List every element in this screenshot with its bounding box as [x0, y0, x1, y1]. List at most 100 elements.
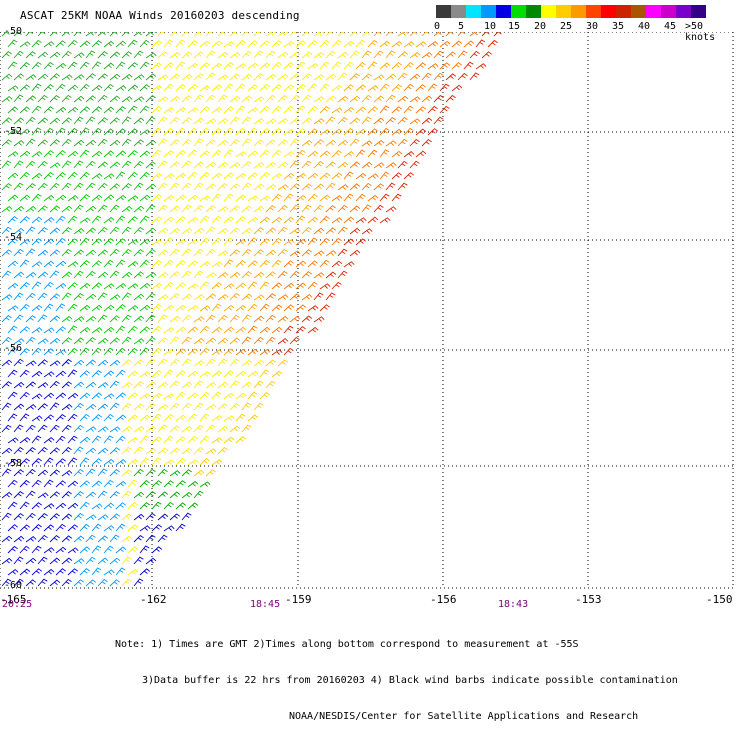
wind-barb	[175, 391, 186, 400]
wind-barb	[355, 172, 367, 180]
wind-barb	[157, 32, 166, 37]
wind-barb	[307, 150, 319, 158]
lat-label: -58	[4, 458, 23, 469]
wind-barb	[97, 490, 108, 499]
wind-barb	[61, 337, 72, 345]
wind-barb	[205, 314, 216, 323]
wind-barb	[343, 261, 355, 268]
wind-barb	[79, 546, 91, 554]
wind-barb	[235, 436, 246, 444]
wind-barb	[145, 32, 157, 37]
wind-barb	[313, 52, 325, 59]
wind-barb	[85, 95, 97, 103]
wind-barb	[73, 468, 84, 477]
wind-barb	[139, 347, 150, 356]
legend-swatch	[676, 5, 691, 18]
wind-barb	[169, 315, 181, 323]
wind-barb	[289, 117, 301, 125]
wind-barb	[139, 39, 150, 48]
wind-barb	[277, 226, 288, 235]
legend-swatch	[511, 5, 526, 18]
wind-barb	[211, 62, 223, 70]
legend-labels: 0 5 10 15 20 25 30 35 40 45 >50 knots	[434, 21, 736, 43]
wind-barb	[67, 106, 79, 114]
wind-barb	[241, 271, 252, 279]
wind-barb	[67, 195, 79, 202]
wind-barb	[19, 128, 31, 136]
wind-barb	[265, 118, 277, 125]
wind-barb	[271, 61, 282, 70]
wind-barb	[313, 250, 325, 257]
wind-barb	[67, 547, 79, 554]
wind-barb	[247, 62, 259, 70]
wind-barb	[115, 85, 127, 92]
wind-barb	[115, 435, 126, 444]
wind-barb	[85, 160, 96, 169]
wind-barb	[349, 138, 360, 147]
wind-barb	[79, 501, 90, 510]
wind-barb	[241, 205, 253, 213]
wind-barb	[85, 315, 97, 323]
wind-barb	[19, 437, 31, 444]
wind-barb	[25, 32, 34, 37]
wind-barb	[349, 249, 361, 257]
wind-barb	[349, 32, 361, 37]
wind-barb	[169, 380, 180, 389]
wind-barb	[61, 182, 72, 191]
wind-barb	[193, 32, 205, 37]
wind-barb	[283, 260, 294, 268]
wind-barb	[163, 107, 175, 114]
wind-barb	[421, 72, 432, 81]
wind-barb	[229, 425, 241, 433]
wind-barb	[43, 348, 55, 356]
wind-barb	[7, 85, 19, 92]
wind-barb	[301, 32, 312, 37]
wind-barb	[295, 282, 307, 290]
wind-barb	[259, 128, 270, 136]
wind-barb	[301, 183, 313, 191]
wind-barb	[43, 84, 54, 92]
wind-barb	[91, 215, 102, 224]
wind-barb	[91, 260, 103, 268]
wind-barb	[115, 414, 127, 422]
wind-barb	[1, 206, 13, 213]
wind-barb	[157, 447, 169, 455]
wind-barb	[25, 205, 37, 213]
wind-barb	[211, 193, 222, 202]
wind-barb	[283, 41, 295, 48]
wind-barb	[373, 95, 385, 103]
wind-barb	[205, 94, 216, 103]
wind-barb	[211, 261, 223, 268]
wind-barb	[205, 183, 217, 191]
wind-barb	[235, 304, 247, 312]
wind-barb	[241, 314, 252, 323]
wind-barb	[91, 194, 103, 202]
wind-barb	[79, 436, 91, 444]
wind-barb	[313, 316, 325, 323]
wind-barb	[115, 325, 126, 334]
wind-barb	[283, 62, 294, 70]
wind-barb	[457, 72, 468, 81]
wind-barb	[49, 535, 60, 543]
wind-barb	[31, 172, 43, 180]
wind-barb	[31, 347, 42, 356]
wind-barb	[151, 436, 163, 444]
wind-barb	[223, 348, 235, 356]
wind-barb	[175, 326, 187, 334]
wind-barb	[415, 128, 427, 136]
wind-barb	[163, 83, 174, 92]
wind-barb	[217, 32, 229, 37]
wind-barb	[445, 51, 457, 59]
wind-barb	[331, 128, 343, 136]
wind-barb	[307, 305, 319, 312]
wind-barb	[25, 336, 36, 345]
wind-barb	[91, 282, 103, 290]
wind-barb	[265, 380, 276, 389]
wind-barb	[187, 459, 199, 466]
wind-barb	[103, 62, 115, 70]
wind-barb	[49, 402, 60, 411]
wind-barb	[259, 195, 271, 202]
wind-barb	[91, 503, 103, 510]
wind-barb	[73, 204, 84, 213]
wind-barb	[235, 216, 246, 224]
